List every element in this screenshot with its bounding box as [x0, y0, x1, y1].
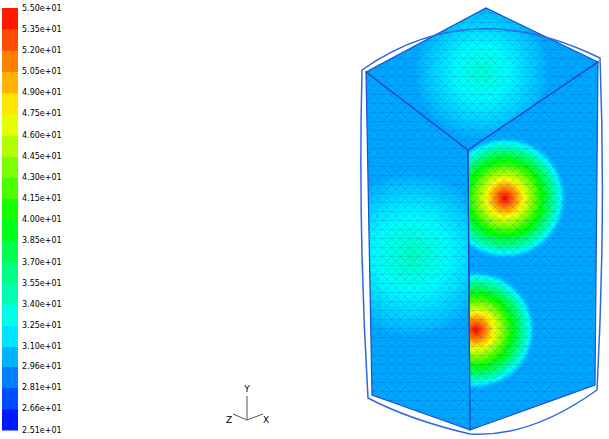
- svg-text:2.96e+01: 2.96e+01: [22, 362, 62, 371]
- svg-text:4.15e+01: 4.15e+01: [22, 194, 62, 203]
- svg-text:3.10e+01: 3.10e+01: [22, 342, 62, 351]
- svg-text:4.45e+01: 4.45e+01: [22, 152, 62, 161]
- svg-text:4.30e+01: 4.30e+01: [22, 173, 62, 182]
- svg-text:5.05e+01: 5.05e+01: [22, 67, 62, 76]
- svg-text:2.51e+01: 2.51e+01: [22, 426, 62, 435]
- svg-text:3.55e+01: 3.55e+01: [22, 279, 62, 288]
- svg-text:4.90e+01: 4.90e+01: [22, 88, 62, 97]
- svg-text:3.85e+01: 3.85e+01: [22, 236, 62, 245]
- svg-text:5.35e+01: 5.35e+01: [22, 25, 62, 34]
- svg-text:4.00e+01: 4.00e+01: [22, 215, 62, 224]
- svg-text:4.60e+01: 4.60e+01: [22, 131, 62, 140]
- svg-text:3.70e+01: 3.70e+01: [22, 258, 62, 267]
- svg-text:2.66e+01: 2.66e+01: [22, 404, 62, 413]
- svg-text:X: X: [263, 415, 269, 425]
- svg-text:5.50e+01: 5.50e+01: [22, 4, 62, 13]
- svg-text:2.81e+01: 2.81e+01: [22, 383, 62, 392]
- svg-text:3.25e+01: 3.25e+01: [22, 321, 62, 330]
- svg-text:3.40e+01: 3.40e+01: [22, 300, 62, 309]
- svg-text:5.20e+01: 5.20e+01: [22, 46, 62, 55]
- svg-text:4.75e+01: 4.75e+01: [22, 109, 62, 118]
- svg-text:Y: Y: [243, 384, 250, 394]
- svg-text:Z: Z: [226, 415, 232, 425]
